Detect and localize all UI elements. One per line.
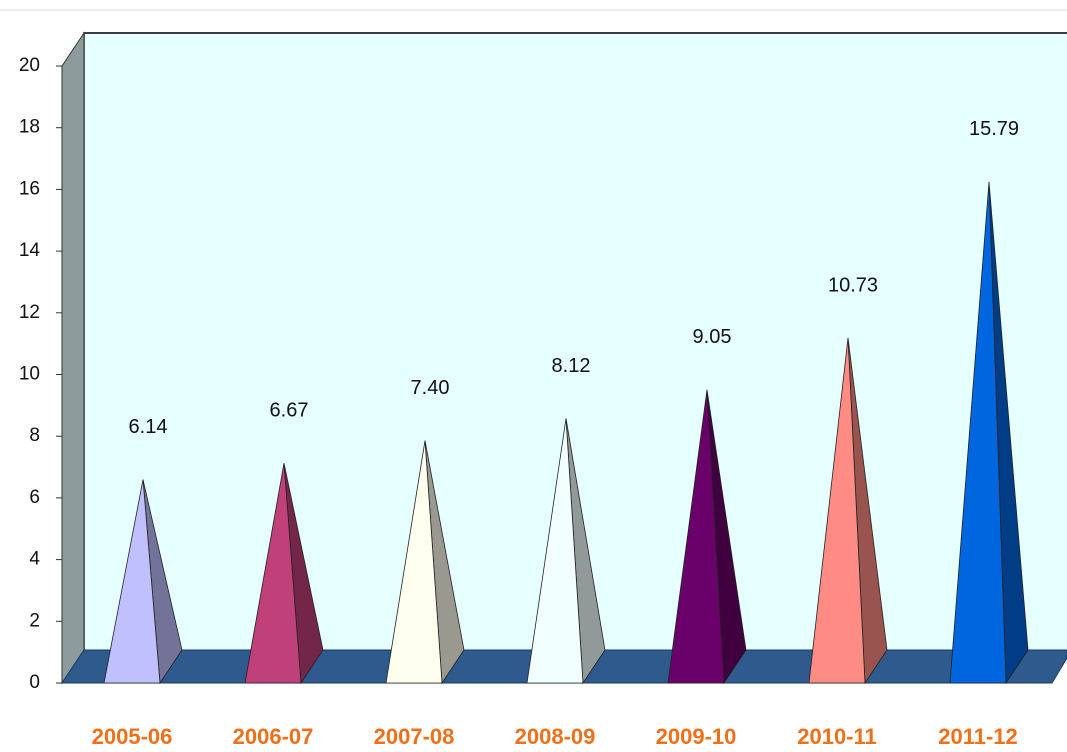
y-tick-label: 4 [29, 549, 40, 570]
pyramid [808, 337, 866, 684]
y-tick-label: 2 [29, 610, 40, 631]
x-tick-label: 2008-09 [515, 724, 596, 749]
y-tick-label: 16 [19, 178, 40, 199]
x-tick-label: 2006-07 [233, 724, 314, 749]
value-label: 10.73 [828, 274, 878, 296]
y-tick-label: 18 [19, 117, 40, 138]
y-tick-label: 14 [19, 240, 41, 261]
y-tick-label: 20 [19, 55, 40, 76]
x-tick-label: 2011-12 [938, 724, 1018, 749]
value-label: 6.14 [129, 416, 168, 438]
y-tick-label: 8 [29, 425, 40, 446]
value-label: 8.12 [552, 355, 591, 377]
back-wall [84, 33, 1067, 650]
x-tick-label: 2007-08 [374, 724, 455, 749]
pyramid [103, 479, 161, 684]
y-tick-label: 6 [29, 487, 40, 508]
side-wall [61, 31, 85, 685]
x-tick-label: 2009-10 [656, 724, 737, 749]
value-label: 7.40 [411, 377, 450, 399]
pyramid [526, 418, 584, 684]
value-label: 6.67 [270, 400, 309, 422]
pyramid [244, 463, 302, 684]
pyramid [949, 181, 1007, 684]
y-tick-label: 10 [19, 364, 40, 385]
pyramid [667, 389, 725, 684]
x-tick-label: 2010-11 [797, 724, 877, 749]
value-label: 9.05 [693, 326, 732, 348]
y-tick-label: 0 [29, 672, 40, 693]
y-tick-label: 12 [19, 302, 40, 323]
pyramid [385, 440, 443, 684]
value-label: 15.79 [969, 118, 1019, 140]
x-tick-label: 2005-06 [92, 724, 173, 749]
